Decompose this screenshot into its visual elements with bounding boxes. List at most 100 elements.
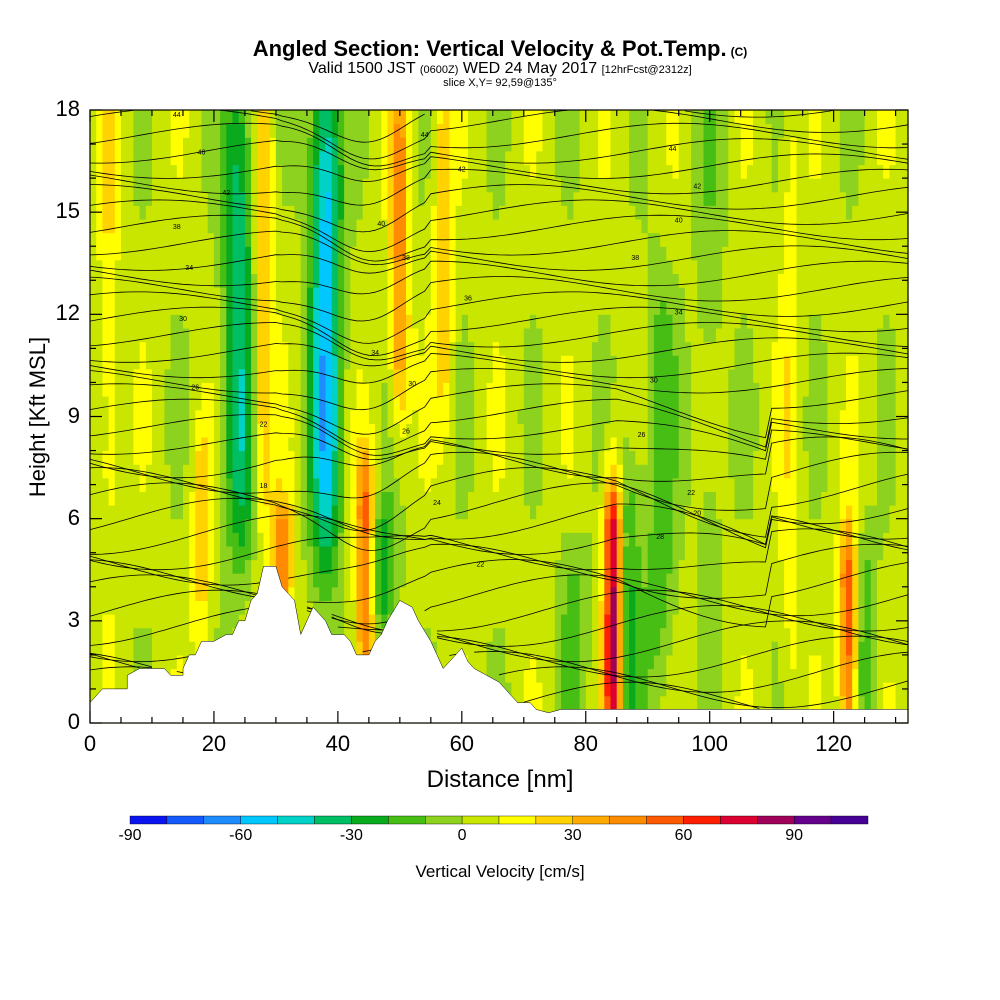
velocity-cell <box>678 164 686 179</box>
velocity-cell <box>771 654 779 670</box>
velocity-cell <box>660 450 667 465</box>
velocity-cell <box>474 341 481 356</box>
velocity-cell <box>387 532 395 547</box>
velocity-cell <box>715 164 723 179</box>
velocity-cell <box>176 341 184 356</box>
velocity-cell <box>121 341 128 356</box>
velocity-cell <box>195 600 203 615</box>
velocity-cell <box>108 586 116 601</box>
velocity-cell <box>505 573 512 588</box>
velocity-cell <box>133 545 141 561</box>
velocity-cell <box>734 110 742 125</box>
velocity-cell <box>746 150 754 166</box>
velocity-cell <box>505 396 512 411</box>
velocity-cell <box>622 205 630 220</box>
velocity-cell <box>207 586 215 601</box>
velocity-cell <box>158 300 165 315</box>
velocity-cell <box>536 654 543 670</box>
velocity-cell <box>561 191 568 206</box>
velocity-cell <box>152 205 159 220</box>
velocity-cell <box>523 654 531 670</box>
velocity-cell <box>152 287 159 302</box>
velocity-cell <box>684 450 692 465</box>
velocity-cell <box>170 287 178 302</box>
velocity-cell <box>244 273 252 288</box>
velocity-cell <box>114 273 122 288</box>
velocity-cell <box>753 654 760 670</box>
velocity-cell <box>672 614 680 629</box>
velocity-cell <box>114 586 122 601</box>
velocity-cell <box>356 559 364 574</box>
velocity-cell <box>709 328 717 343</box>
velocity-cell <box>709 423 717 438</box>
velocity-cell <box>561 559 568 574</box>
velocity-cell <box>145 191 153 206</box>
velocity-cell <box>548 668 556 683</box>
velocity-cell <box>213 464 221 479</box>
velocity-cell <box>579 491 587 506</box>
velocity-cell <box>443 110 450 125</box>
velocity-cell <box>703 573 711 588</box>
velocity-cell <box>461 627 469 642</box>
velocity-cell <box>622 246 630 261</box>
velocity-cell <box>158 382 165 397</box>
velocity-cell <box>771 246 779 261</box>
velocity-cell <box>387 409 395 424</box>
velocity-cell <box>660 150 667 166</box>
velocity-cell <box>114 232 122 247</box>
velocity-cell <box>331 164 339 179</box>
velocity-cell <box>195 205 203 220</box>
velocity-cell <box>678 545 686 561</box>
velocity-cell <box>641 137 649 152</box>
velocity-cell <box>114 219 122 234</box>
velocity-cell <box>257 341 265 356</box>
velocity-cell <box>201 219 209 234</box>
velocity-cell <box>523 450 531 465</box>
velocity-cell <box>244 178 252 193</box>
velocity-cell <box>486 586 494 601</box>
velocity-cell <box>567 191 574 206</box>
velocity-cell <box>381 409 389 424</box>
velocity-cell <box>585 314 593 329</box>
velocity-cell <box>443 368 450 383</box>
velocity-cell <box>418 545 426 561</box>
velocity-cell <box>288 368 296 383</box>
velocity-cell <box>114 287 122 302</box>
velocity-cell <box>740 505 748 520</box>
velocity-cell <box>368 586 376 601</box>
velocity-cell <box>709 287 717 302</box>
velocity-cell <box>170 450 178 465</box>
velocity-cell <box>251 518 258 533</box>
velocity-cell <box>362 314 370 329</box>
velocity-cell <box>641 191 649 206</box>
velocity-cell <box>102 191 110 206</box>
velocity-cell <box>635 328 643 343</box>
velocity-cell <box>121 668 128 683</box>
velocity-cell <box>746 464 754 479</box>
velocity-cell <box>114 259 122 274</box>
velocity-cell <box>96 436 103 452</box>
velocity-cell <box>362 191 370 206</box>
velocity-cell <box>548 518 556 533</box>
velocity-cell <box>461 191 469 206</box>
velocity-cell <box>145 409 153 424</box>
velocity-cell <box>362 273 370 288</box>
velocity-cell <box>548 273 556 288</box>
velocity-cell <box>337 273 345 288</box>
velocity-cell <box>709 341 717 356</box>
velocity-cell <box>133 232 141 247</box>
velocity-cell <box>492 382 500 397</box>
velocity-cell <box>430 545 438 561</box>
velocity-cell <box>523 137 531 152</box>
velocity-cell <box>368 355 376 370</box>
velocity-cell <box>548 532 556 547</box>
velocity-cell <box>505 205 512 220</box>
velocity-cell <box>573 573 581 588</box>
velocity-cell <box>331 341 339 356</box>
velocity-cell <box>691 328 698 343</box>
velocity-cell <box>511 300 519 315</box>
velocity-cell <box>300 423 308 438</box>
velocity-cell <box>313 396 320 411</box>
velocity-cell <box>387 396 395 411</box>
velocity-cell <box>207 627 215 642</box>
